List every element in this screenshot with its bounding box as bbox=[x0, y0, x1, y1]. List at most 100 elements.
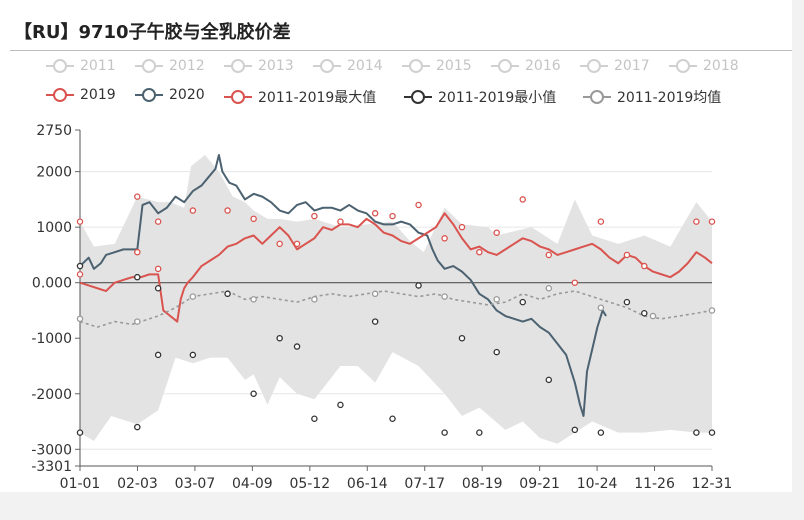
avg-marker-point bbox=[649, 312, 657, 320]
legend-item-2014[interactable]: 2014 bbox=[313, 58, 383, 74]
min-marker-point bbox=[641, 309, 648, 317]
legend-label: 2016 bbox=[525, 58, 561, 74]
max-marker-point bbox=[708, 218, 716, 225]
max-marker-point bbox=[276, 240, 283, 248]
chart-title: 【RU】9710子午胶与全乳胶价差 bbox=[14, 22, 291, 43]
min-marker-point bbox=[476, 429, 483, 436]
avg-marker-point bbox=[134, 318, 141, 325]
legend-line-circle-icon bbox=[135, 88, 163, 102]
series-line-avg bbox=[79, 290, 713, 328]
x-tick-label: 09-21 bbox=[519, 476, 560, 492]
min-marker-point bbox=[493, 348, 500, 356]
min-marker-point bbox=[371, 318, 379, 325]
max-marker-point bbox=[389, 212, 396, 220]
min-marker-point bbox=[623, 298, 631, 306]
legend-item-2015[interactable]: 2015 bbox=[402, 58, 472, 74]
legend-line-circle-icon bbox=[404, 90, 432, 104]
max-marker-point bbox=[134, 193, 141, 200]
legend-label: 2011 bbox=[80, 58, 116, 74]
line-chart: 2750 2000 1000 0.000 -1000 -2000 -3000-330101-… bbox=[31, 123, 732, 492]
legend-item-2016[interactable]: 2016 bbox=[491, 58, 561, 74]
series-line-2020 bbox=[79, 153, 607, 417]
chart-panel: 【RU】9710子午胶与全乳胶价差 2011 2012 2013 2014 2015 20… bbox=[0, 0, 792, 492]
x-tick-label: 02-03 bbox=[117, 476, 158, 492]
y-tick-label: 2000 bbox=[36, 165, 72, 181]
x-tick-label: 06-14 bbox=[347, 476, 388, 492]
legend-label: 2018 bbox=[703, 58, 739, 74]
legend-item-2013[interactable]: 2013 bbox=[224, 58, 294, 74]
y-tick-label: 2750 bbox=[36, 123, 72, 139]
legend-line-circle-icon bbox=[491, 59, 519, 73]
max-marker-point bbox=[76, 271, 84, 278]
avg-marker-point bbox=[76, 315, 84, 323]
min-marker-point bbox=[134, 273, 141, 281]
max-marker-point bbox=[371, 210, 379, 217]
max-marker-point bbox=[337, 218, 344, 225]
min-marker-point bbox=[337, 401, 344, 409]
min-marker-point bbox=[250, 390, 257, 398]
legend-item-2020[interactable]: 2020 bbox=[135, 87, 205, 103]
min-marker-point bbox=[76, 262, 84, 270]
legend-label: 2020 bbox=[169, 87, 205, 103]
max-marker-point bbox=[311, 212, 318, 220]
min-marker-point bbox=[708, 429, 716, 436]
max-marker-point bbox=[641, 262, 648, 270]
x-tick-label: 08-19 bbox=[462, 476, 503, 492]
max-marker-point bbox=[154, 218, 162, 225]
y-tick-label: 1000 bbox=[36, 220, 72, 236]
legend-item-min[interactable]: 2011-2019最小值 bbox=[404, 87, 556, 107]
max-marker-point bbox=[571, 279, 579, 286]
legend-item-2011[interactable]: 2011 bbox=[46, 58, 116, 74]
legend-line-circle-icon bbox=[46, 59, 74, 73]
legend-line-circle-icon bbox=[583, 90, 611, 104]
x-tick-label: 05-12 bbox=[289, 476, 330, 492]
legend-item-avg[interactable]: 2011-2019均值 bbox=[583, 87, 721, 107]
min-marker-point bbox=[389, 415, 396, 422]
legend-item-2012[interactable]: 2012 bbox=[135, 58, 205, 74]
y-tick-label: -3000 bbox=[31, 442, 72, 458]
max-marker-point bbox=[493, 229, 500, 236]
y-tick-label: -3301 bbox=[31, 459, 72, 475]
max-marker-point bbox=[293, 240, 301, 248]
title-divider bbox=[10, 50, 792, 51]
y-tick-label: 0.000 bbox=[32, 276, 72, 292]
max-marker-point bbox=[458, 223, 466, 231]
max-marker-point bbox=[76, 218, 84, 225]
min-marker-point bbox=[571, 426, 579, 434]
legend-item-2019[interactable]: 2019 bbox=[46, 87, 116, 103]
legend-line-circle-icon bbox=[224, 59, 252, 73]
min-marker-point bbox=[693, 429, 700, 436]
legend-line-circle-icon bbox=[313, 59, 341, 73]
avg-marker-point bbox=[441, 293, 448, 300]
x-tick-label: 11-26 bbox=[634, 476, 675, 492]
max-marker-point bbox=[597, 218, 605, 225]
min-marker-point bbox=[519, 298, 526, 306]
legend-item-2017[interactable]: 2017 bbox=[580, 58, 650, 74]
legend-label: 2011-2019均值 bbox=[617, 90, 722, 106]
x-tick-label: 07-17 bbox=[404, 476, 445, 492]
avg-marker-point bbox=[250, 296, 257, 303]
legend-label: 2017 bbox=[614, 58, 650, 74]
max-marker-point bbox=[476, 248, 483, 256]
min-marker-point bbox=[154, 351, 162, 359]
max-min-band-area bbox=[80, 154, 712, 444]
avg-marker-point bbox=[493, 296, 500, 303]
x-tick-label: 10-24 bbox=[577, 476, 618, 492]
legend-line-circle-icon bbox=[669, 59, 697, 73]
legend-label: 2014 bbox=[347, 58, 383, 74]
min-marker-point bbox=[224, 290, 231, 298]
legend-item-max[interactable]: 2011-2019最大值 bbox=[224, 87, 376, 107]
legend-line-circle-icon bbox=[46, 88, 74, 102]
legend-label: 2019 bbox=[80, 87, 116, 103]
max-marker-point bbox=[519, 196, 526, 203]
legend-label: 2011-2019最大值 bbox=[258, 90, 377, 106]
y-tick-label: -2000 bbox=[31, 387, 72, 403]
legend-item-2018[interactable]: 2018 bbox=[669, 58, 739, 74]
min-marker-point bbox=[415, 282, 422, 289]
legend-line-circle-icon bbox=[402, 59, 430, 73]
max-marker-point bbox=[441, 235, 448, 242]
series-line-2019 bbox=[79, 212, 713, 323]
avg-marker-point bbox=[545, 285, 553, 292]
min-marker-point bbox=[154, 285, 162, 292]
max-marker-point bbox=[250, 215, 257, 223]
